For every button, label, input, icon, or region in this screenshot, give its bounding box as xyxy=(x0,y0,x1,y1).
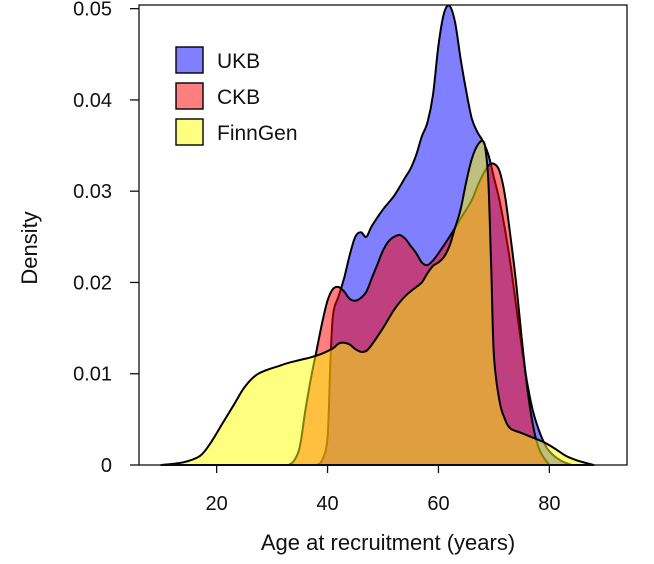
legend-label-ckb: CKB xyxy=(217,86,260,109)
x-tick-label: 40 xyxy=(316,493,338,515)
y-axis-title: Density xyxy=(17,211,42,284)
y-tick-label: 0.02 xyxy=(73,272,112,294)
y-tick-label: 0 xyxy=(101,455,112,477)
legend-swatch-ukb xyxy=(175,46,204,74)
legend: UKB CKB FinnGen xyxy=(175,46,298,146)
legend-label-ukb: UKB xyxy=(217,50,260,73)
y-tick-label: 0.03 xyxy=(73,181,112,203)
y-axis: 0 0.01 0.02 0.03 0.04 0.05 xyxy=(73,0,139,477)
density-area-finngen xyxy=(160,139,595,466)
y-tick-label: 0.04 xyxy=(73,90,112,112)
x-axis-title: Age at recruitment (years) xyxy=(261,530,515,555)
legend-label-finngen: FinnGen xyxy=(217,122,298,145)
legend-swatch-finngen xyxy=(175,118,204,146)
legend-swatch-ckb xyxy=(175,82,204,110)
plot-frame xyxy=(138,4,628,466)
x-tick-label: 60 xyxy=(427,493,449,515)
x-tick-label: 80 xyxy=(538,493,560,515)
x-axis: 20 40 60 80 xyxy=(206,465,560,515)
y-tick-label: 0.01 xyxy=(73,364,112,386)
y-tick-label: 0.05 xyxy=(73,0,112,21)
x-tick-label: 20 xyxy=(206,493,228,515)
density-areas xyxy=(160,4,595,466)
